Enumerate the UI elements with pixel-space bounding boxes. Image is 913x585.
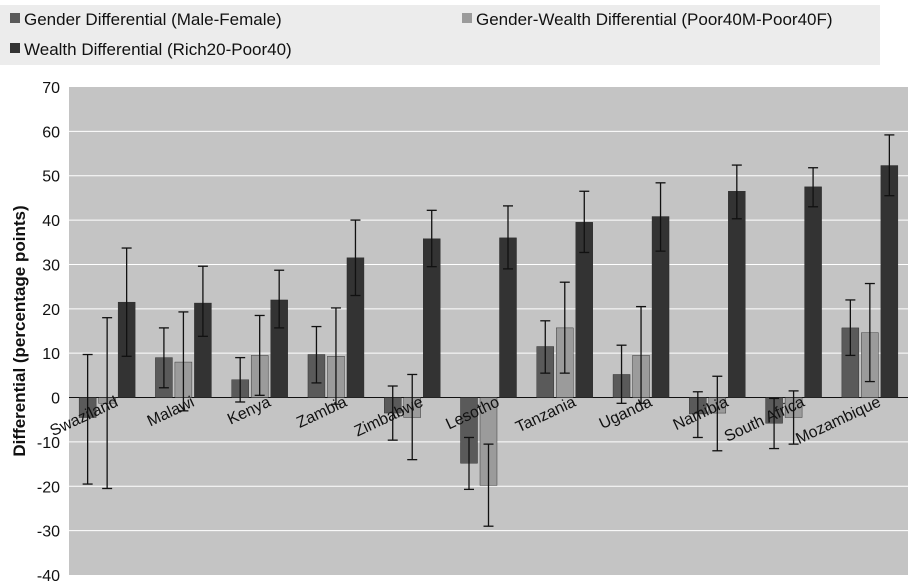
bar-2-10 bbox=[880, 165, 899, 398]
y-tick-label: -30 bbox=[37, 524, 60, 541]
legend-swatch-1 bbox=[462, 13, 472, 23]
legend-label-0: Gender Differential (Male-Female) bbox=[24, 10, 282, 29]
y-axis-label: Differential (percentage points) bbox=[10, 205, 29, 456]
bar-2-9 bbox=[804, 186, 822, 398]
y-axis-ticks: 70 60 50 40 30 20 10 0 -10 -20 -30 -40 bbox=[37, 80, 60, 585]
legend: Gender Differential (Male-Female) Gender-… bbox=[10, 10, 833, 59]
y-tick-label: -10 bbox=[37, 435, 60, 452]
legend-label-2: Wealth Differential (Rich20-Poor40) bbox=[24, 40, 292, 59]
y-tick-label: 20 bbox=[42, 302, 60, 319]
y-tick-label: 70 bbox=[42, 80, 60, 97]
y-tick-label: -20 bbox=[37, 479, 60, 496]
legend-label-1: Gender-Wealth Differential (Poor40M-Poor… bbox=[476, 10, 833, 29]
y-tick-label: 30 bbox=[42, 257, 60, 274]
y-tick-label: 50 bbox=[42, 169, 60, 186]
bar-2-8 bbox=[728, 191, 746, 398]
legend-background bbox=[0, 5, 880, 65]
legend-swatch-0 bbox=[10, 13, 20, 23]
y-tick-label: 60 bbox=[42, 124, 60, 141]
error-bars bbox=[82, 134, 895, 527]
y-tick-label: 0 bbox=[51, 391, 60, 408]
y-tick-label: -40 bbox=[37, 568, 60, 585]
bars bbox=[78, 165, 899, 486]
legend-swatch-2 bbox=[10, 43, 20, 53]
y-tick-label: 10 bbox=[42, 346, 60, 363]
y-tick-label: 40 bbox=[42, 213, 60, 230]
